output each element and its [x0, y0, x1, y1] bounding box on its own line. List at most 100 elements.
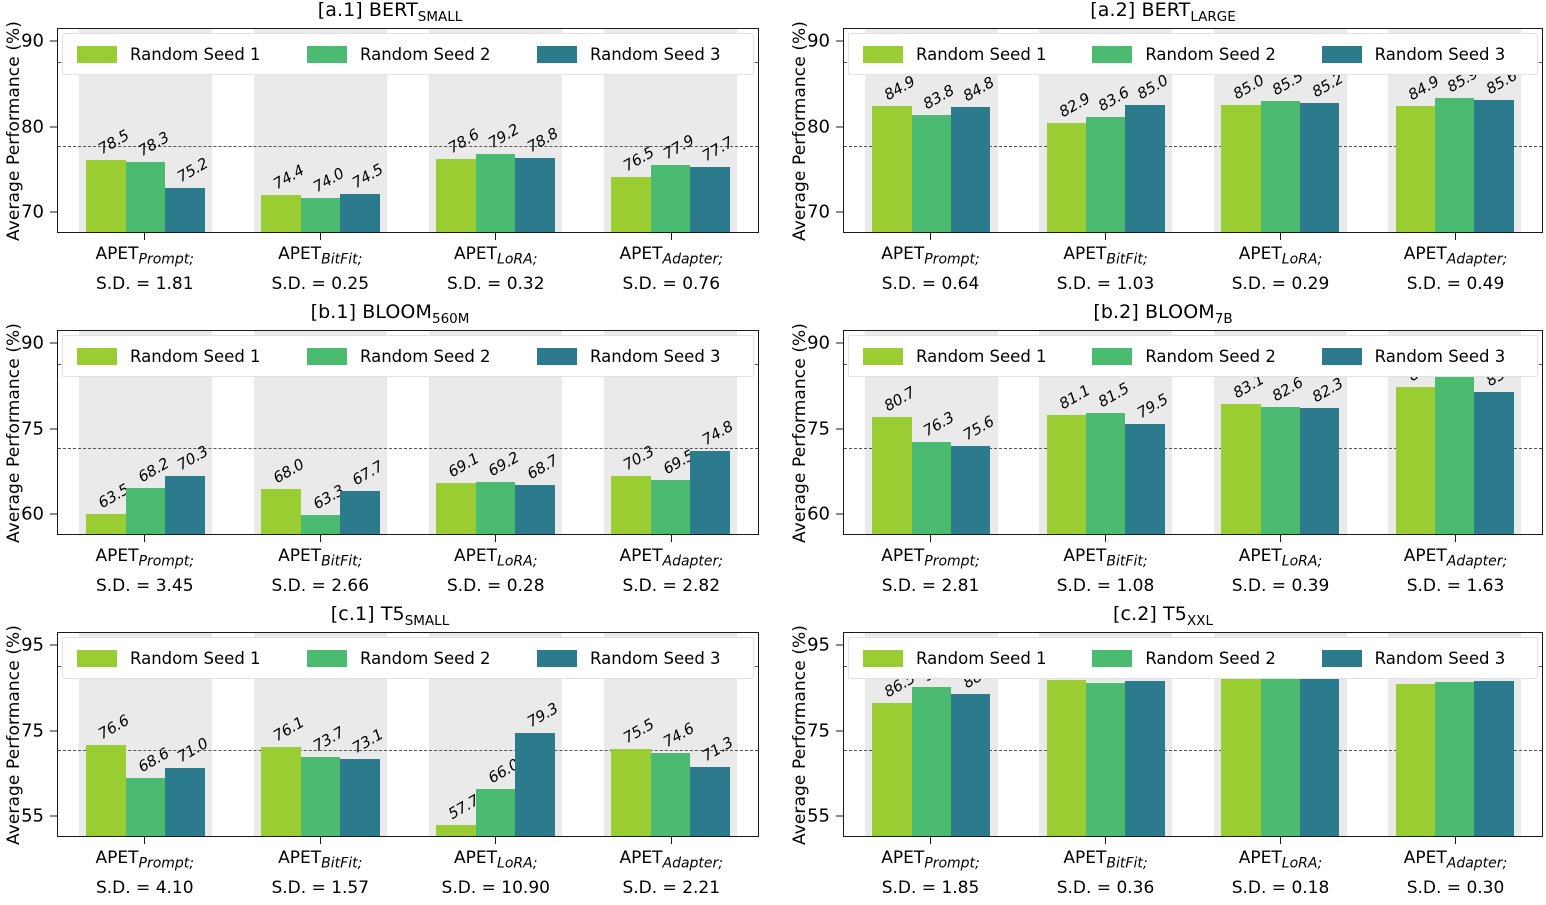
bar[interactable]: 92.5	[1221, 644, 1267, 836]
bar[interactable]: 81.5	[1086, 379, 1132, 534]
bar[interactable]: 70.3	[611, 442, 657, 534]
bar[interactable]: 83.8	[911, 81, 957, 232]
bar[interactable]: 79.3	[515, 699, 561, 836]
legend-item[interactable]: Random Seed 1	[849, 347, 1078, 366]
bar[interactable]: 68.2	[125, 454, 172, 534]
bar[interactable]: 68.0	[261, 455, 307, 534]
bar[interactable]: 91.3	[1435, 649, 1481, 836]
bar[interactable]: 85.0	[1125, 71, 1171, 232]
legend-item[interactable]: Random Seed 3	[523, 649, 753, 668]
bar[interactable]: 78.8	[515, 124, 561, 232]
bar[interactable]: 76.3	[911, 408, 957, 534]
bar[interactable]: 90.2	[911, 653, 957, 836]
bar[interactable]: 82.3	[1299, 374, 1346, 534]
bar[interactable]: 74.6	[650, 719, 697, 836]
bar[interactable]: 74.5	[340, 160, 386, 232]
sd-prefix: S.D. =	[95, 274, 156, 295]
bar[interactable]: 85.2	[1474, 358, 1520, 534]
bar[interactable]: 84.9	[1395, 72, 1442, 232]
bar[interactable]: 76.5	[611, 143, 657, 232]
legend-item[interactable]: Random Seed 2	[1078, 45, 1307, 64]
bar[interactable]: 86.5	[872, 669, 918, 836]
bar[interactable]: 77.7	[690, 133, 736, 232]
bar[interactable]: 81.1	[1046, 381, 1093, 534]
legend-item[interactable]: Random Seed 2	[293, 347, 523, 366]
bar[interactable]: 80.7	[872, 383, 918, 534]
legend-item[interactable]: Random Seed 2	[1078, 649, 1307, 668]
legend-item[interactable]: Random Seed 3	[1308, 649, 1537, 668]
legend-item[interactable]: Random Seed 2	[293, 649, 523, 668]
sd-value: 3.45	[155, 576, 194, 597]
bar[interactable]: 57.7	[436, 791, 482, 836]
legend-item[interactable]: Random Seed 1	[63, 649, 293, 668]
bar[interactable]: 88.6	[950, 660, 997, 836]
legend-item[interactable]: Random Seed 3	[523, 45, 753, 64]
legend-item[interactable]: Random Seed 1	[63, 45, 293, 64]
bar[interactable]: 66.0	[475, 756, 522, 836]
bar[interactable]: 83.1	[1221, 370, 1267, 534]
bar[interactable]: 88.4	[1435, 340, 1481, 534]
legend-item[interactable]: Random Seed 3	[523, 347, 753, 366]
bar[interactable]: 82.6	[1260, 373, 1306, 534]
bar[interactable]: 91.6	[1474, 647, 1520, 836]
x-axis-tick-mark	[1455, 233, 1456, 240]
legend-item[interactable]: Random Seed 1	[849, 45, 1078, 64]
bar[interactable]: 74.0	[300, 164, 347, 232]
bar[interactable]: 69.5	[650, 447, 697, 534]
bar[interactable]: 85.0	[1221, 71, 1267, 232]
bar[interactable]: 85.9	[1435, 64, 1481, 232]
legend-item[interactable]: Random Seed 1	[849, 649, 1078, 668]
bar[interactable]: 70.3	[165, 442, 211, 534]
bar[interactable]: 74.4	[261, 161, 307, 232]
bar[interactable]: 85.5	[1260, 67, 1306, 232]
bar[interactable]: 85.2	[1299, 70, 1346, 232]
legend-item[interactable]: Random Seed 3	[1308, 45, 1537, 64]
chart-panel-b.2: [b.2] BLOOM7B Average Performance (%) 80.7…	[780, 301, 1546, 604]
sd-value: 0.39	[1291, 576, 1330, 597]
x-axis-sd-label: S.D. = 0.36	[1057, 876, 1155, 901]
y-axis-tick-mark	[50, 815, 57, 817]
bar[interactable]: 67.7	[340, 457, 386, 534]
bar[interactable]: 71.3	[690, 733, 736, 836]
bar[interactable]: 69.1	[436, 449, 482, 534]
bar[interactable]: 84.9	[872, 72, 918, 232]
bar[interactable]: 76.1	[261, 713, 307, 836]
x-axis-sd-label: S.D. = 1.57	[271, 876, 369, 901]
legend-item[interactable]: Random Seed 1	[63, 347, 293, 366]
bar[interactable]: 91.1	[1086, 649, 1132, 836]
bar-group: 76.1 73.7 73.1	[233, 633, 408, 836]
bar[interactable]: 86.1	[1395, 353, 1442, 534]
legend-item[interactable]: Random Seed 2	[293, 45, 523, 64]
bar[interactable]: 82.9	[1046, 89, 1093, 232]
bar[interactable]: 73.7	[300, 723, 347, 836]
bar[interactable]: 75.5	[611, 715, 657, 836]
bar[interactable]: 92.3	[1299, 644, 1346, 836]
bar[interactable]: 69.2	[475, 448, 522, 534]
bar[interactable]: 73.1	[340, 726, 386, 836]
legend-item[interactable]: Random Seed 2	[1078, 347, 1307, 366]
bar[interactable]: 84.8	[950, 73, 997, 232]
bar[interactable]: 68.7	[515, 451, 561, 534]
bar[interactable]: 91.8	[1046, 646, 1093, 836]
legend-item[interactable]: Random Seed 3	[1308, 347, 1537, 366]
bar[interactable]: 92.1	[1260, 645, 1306, 836]
bar[interactable]: 63.3	[300, 482, 347, 534]
bar[interactable]: 78.6	[436, 125, 482, 232]
bar[interactable]: 75.2	[165, 154, 211, 232]
bar[interactable]: 75.6	[950, 412, 997, 534]
bar[interactable]: 78.3	[125, 128, 172, 232]
bar[interactable]: 79.2	[475, 120, 522, 232]
bar[interactable]: 77.9	[650, 131, 697, 232]
bar[interactable]: 85.6	[1474, 66, 1520, 232]
bar[interactable]: 71.0	[165, 734, 211, 836]
bar[interactable]: 78.5	[86, 126, 132, 232]
bar[interactable]: 79.5	[1125, 390, 1171, 534]
bar[interactable]: 83.6	[1086, 83, 1132, 232]
bar[interactable]: 74.8	[690, 417, 736, 534]
bar[interactable]: 63.5	[86, 480, 132, 534]
bar[interactable]: 91.6	[1125, 647, 1171, 836]
x-axis-tick-labels: APETPrompt; S.D. = 3.45	[95, 544, 194, 599]
bar[interactable]: 91.0	[1395, 650, 1442, 836]
bar[interactable]: 76.6	[86, 711, 132, 836]
bar[interactable]: 68.6	[125, 745, 172, 836]
